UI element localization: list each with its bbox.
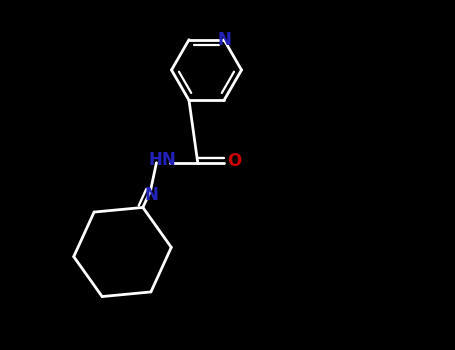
Text: N: N	[217, 31, 231, 49]
Text: O: O	[228, 152, 242, 170]
Text: HN: HN	[149, 151, 177, 169]
Text: N: N	[145, 186, 158, 204]
